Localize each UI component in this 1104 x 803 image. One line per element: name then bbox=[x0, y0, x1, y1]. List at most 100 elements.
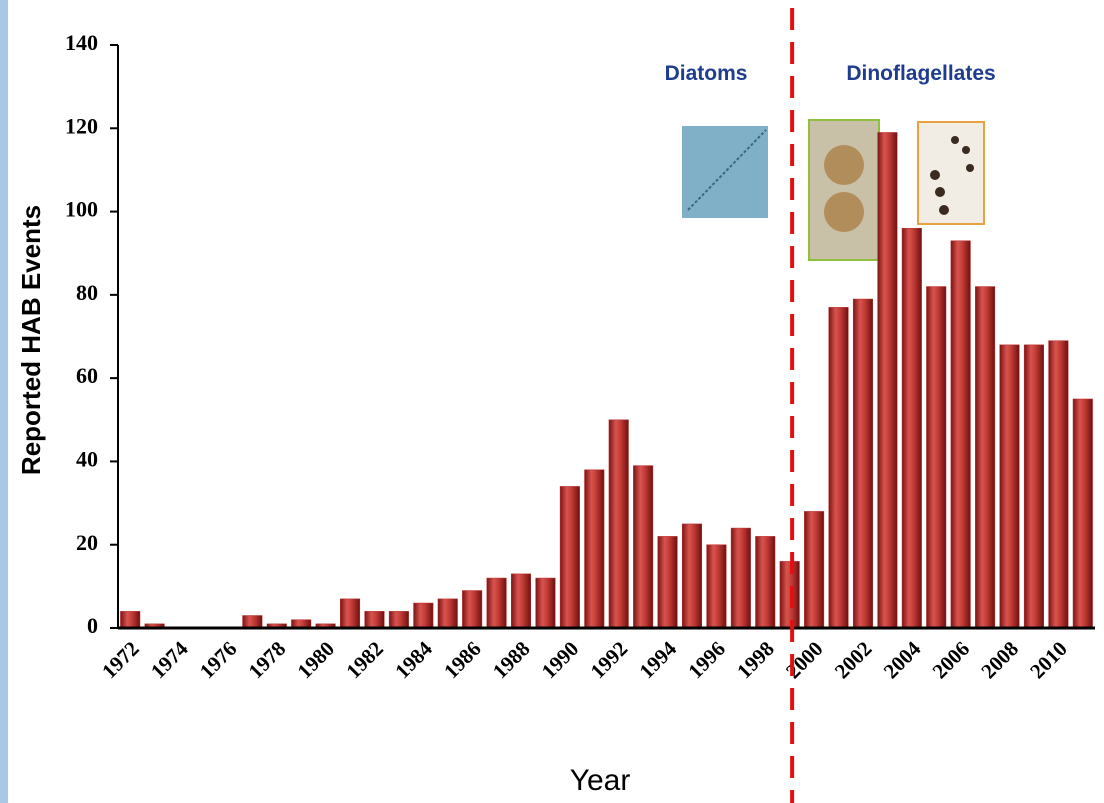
bar bbox=[389, 611, 409, 628]
x-tick-label: 1998 bbox=[732, 637, 779, 684]
chart: Reported HAB Events Year Diatoms Dinofla… bbox=[0, 0, 1104, 803]
x-tick-label: 1976 bbox=[195, 637, 242, 684]
x-tick-label: 2002 bbox=[830, 637, 877, 684]
bar bbox=[585, 470, 605, 628]
bar bbox=[658, 536, 678, 628]
bar bbox=[243, 616, 263, 628]
y-tick-label: 140 bbox=[65, 30, 98, 55]
bar bbox=[682, 524, 702, 628]
bar bbox=[1024, 345, 1044, 628]
bar bbox=[975, 287, 995, 628]
x-tick-label: 1992 bbox=[586, 637, 633, 684]
x-tick-label: 1974 bbox=[146, 636, 193, 683]
bar-group bbox=[120, 611, 140, 628]
bar bbox=[1000, 345, 1020, 628]
bar bbox=[951, 241, 971, 628]
bar-group bbox=[951, 241, 971, 628]
bar-group bbox=[536, 578, 556, 628]
bar-group bbox=[511, 574, 531, 628]
bar-group bbox=[1000, 345, 1020, 628]
bar-group bbox=[902, 228, 922, 628]
x-tick-label: 2010 bbox=[1025, 637, 1072, 684]
cell bbox=[939, 205, 949, 215]
cell bbox=[930, 170, 940, 180]
y-tick-label: 100 bbox=[65, 197, 98, 222]
bar-group bbox=[1049, 341, 1069, 628]
bar-group bbox=[438, 599, 458, 628]
bar-group bbox=[389, 611, 409, 628]
bar-group bbox=[609, 420, 629, 628]
cell bbox=[966, 164, 974, 172]
bar bbox=[462, 591, 482, 628]
bar bbox=[829, 307, 849, 628]
bar-group bbox=[804, 511, 824, 628]
cell bbox=[824, 192, 864, 232]
bar bbox=[780, 561, 800, 628]
bar-group bbox=[975, 287, 995, 628]
bar-group bbox=[780, 561, 800, 628]
bar bbox=[414, 603, 434, 628]
bar bbox=[731, 528, 751, 628]
x-tick-label: 1986 bbox=[439, 637, 486, 684]
bar-group bbox=[585, 470, 605, 628]
cell bbox=[824, 145, 864, 185]
x-tick-label: 1982 bbox=[341, 637, 388, 684]
x-tick-label: 1988 bbox=[488, 637, 535, 684]
bar-group bbox=[755, 536, 775, 628]
bar-group bbox=[243, 616, 263, 628]
bar bbox=[340, 599, 360, 628]
bar-group bbox=[462, 591, 482, 628]
bar-group bbox=[1073, 399, 1093, 628]
bar-group bbox=[731, 528, 751, 628]
bar-group bbox=[658, 536, 678, 628]
bar-group bbox=[560, 486, 580, 628]
bar-group bbox=[829, 307, 849, 628]
bar bbox=[511, 574, 531, 628]
bar-group bbox=[926, 287, 946, 628]
y-tick-label: 120 bbox=[65, 113, 98, 138]
bar-group bbox=[853, 299, 873, 628]
y-tick-label: 60 bbox=[76, 363, 98, 388]
bar bbox=[1049, 341, 1069, 628]
x-tick-label: 1990 bbox=[537, 637, 584, 684]
x-tick-label: 1996 bbox=[683, 637, 730, 684]
bar bbox=[707, 545, 727, 628]
bar-group bbox=[682, 524, 702, 628]
bar-group bbox=[365, 611, 385, 628]
bar-group bbox=[1024, 345, 1044, 628]
x-tick-label: 2000 bbox=[781, 637, 828, 684]
x-tick-label: 1972 bbox=[97, 637, 144, 684]
bar bbox=[633, 466, 653, 628]
bar-group bbox=[707, 545, 727, 628]
bar bbox=[609, 420, 629, 628]
x-tick-label: 1984 bbox=[390, 636, 437, 683]
annotation: Dinoflagellates bbox=[846, 62, 995, 85]
bar bbox=[365, 611, 385, 628]
x-tick-label: 1978 bbox=[244, 637, 291, 684]
bar bbox=[487, 578, 507, 628]
y-axis-title: Reported HAB Events bbox=[16, 205, 46, 475]
cell bbox=[951, 136, 959, 144]
bar bbox=[853, 299, 873, 628]
x-axis-title: Year bbox=[570, 764, 631, 797]
dinoflagellate-image bbox=[809, 120, 879, 260]
cell bbox=[935, 187, 945, 197]
bar bbox=[902, 228, 922, 628]
bar bbox=[120, 611, 140, 628]
x-tick-label: 1980 bbox=[292, 637, 339, 684]
cell bbox=[962, 146, 970, 154]
page: {"chart_data": {"type": "bar", "y_label"… bbox=[0, 0, 1104, 803]
bar bbox=[560, 486, 580, 628]
x-tick-label: 1994 bbox=[634, 636, 681, 683]
bar bbox=[878, 132, 898, 628]
y-tick-label: 0 bbox=[87, 613, 98, 638]
bar bbox=[804, 511, 824, 628]
bar bbox=[1073, 399, 1093, 628]
x-tick-label: 2004 bbox=[879, 636, 926, 683]
bar-group bbox=[633, 466, 653, 628]
bar bbox=[438, 599, 458, 628]
bar bbox=[536, 578, 556, 628]
side-strip bbox=[0, 0, 8, 803]
dinoflagellate-image bbox=[918, 122, 984, 224]
bar-group bbox=[414, 603, 434, 628]
